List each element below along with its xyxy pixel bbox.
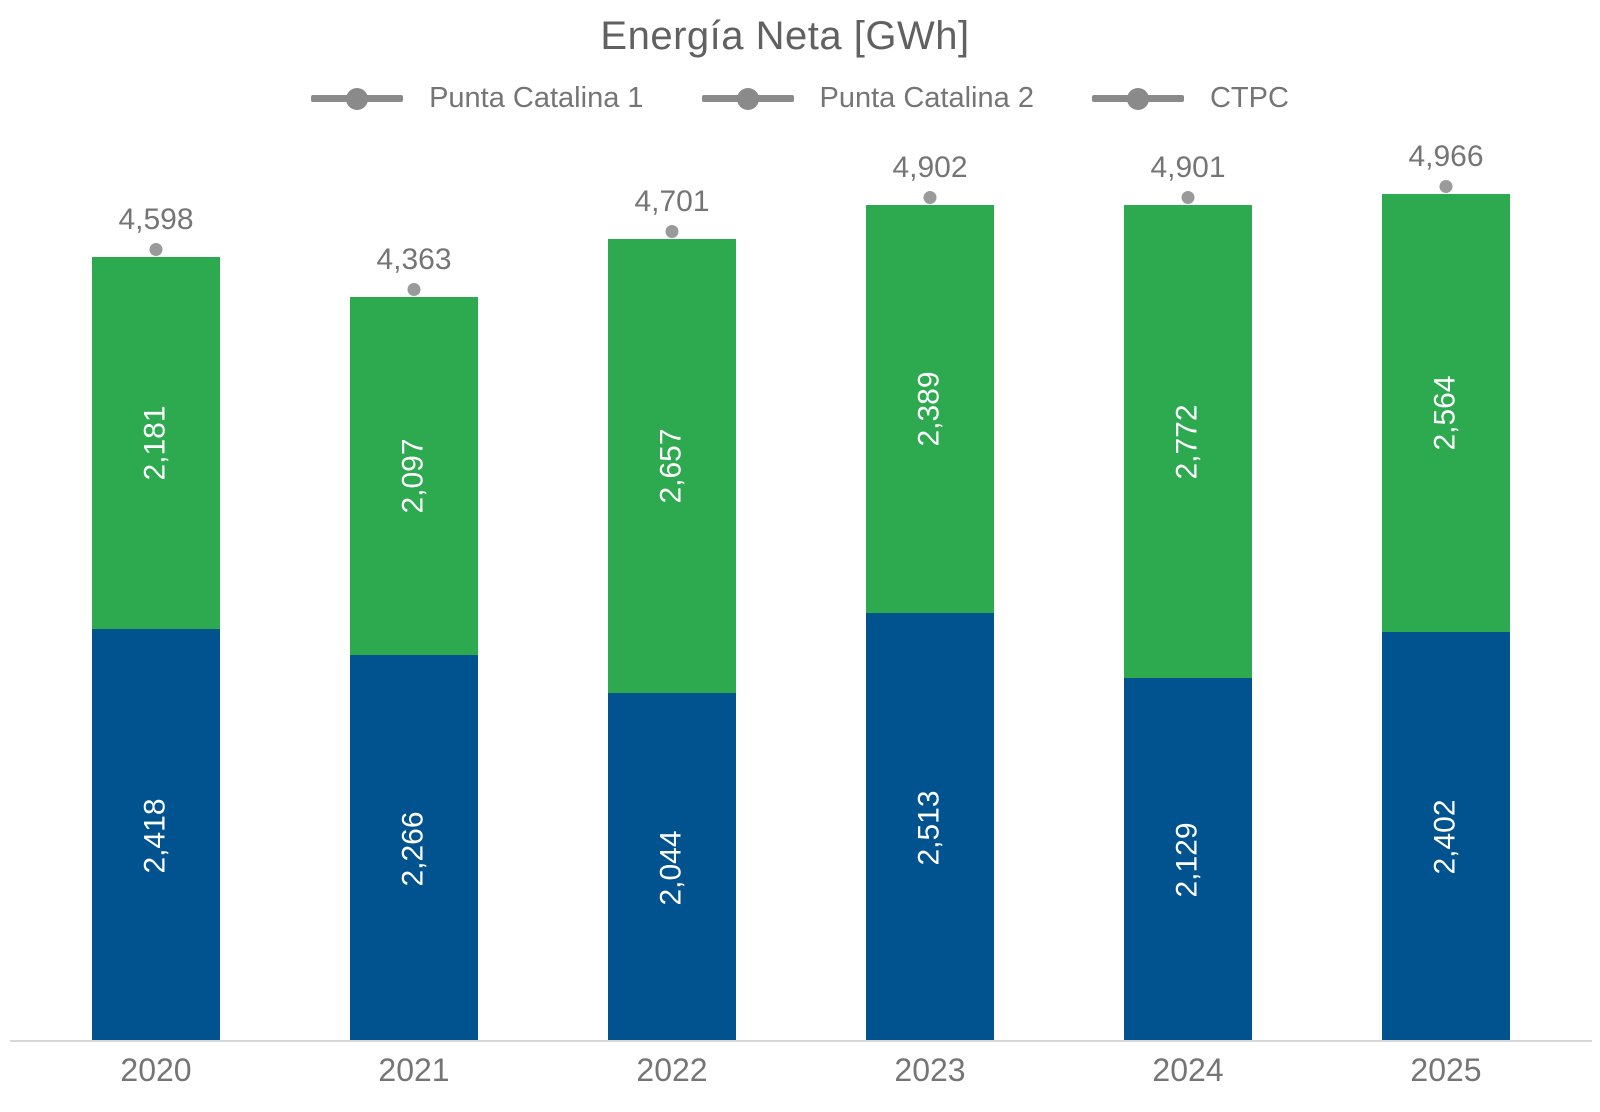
legend-line-dot-icon — [311, 87, 404, 110]
x-axis-label-2024: 2024 — [1152, 1052, 1224, 1088]
segment-value-label: 2,129 — [1170, 822, 1204, 898]
bar-column-2022: 2,657 2,044 4,701 — [543, 130, 801, 1042]
ctpc-total-value-label: 4,901 — [1150, 151, 1226, 184]
bar-column-2023: 2,389 2,513 4,902 — [801, 130, 1059, 1042]
segment-value-label: 2,044 — [654, 829, 688, 906]
ctpc-total-marker-dot — [149, 243, 163, 256]
ctpc-total-marker-dot — [1439, 180, 1453, 193]
bar-column-2025: 2,564 2,402 4,966 — [1317, 130, 1575, 1042]
bar-segment-punta-catalina-1: 2,513 — [866, 613, 994, 1042]
x-axis-label-2023: 2023 — [894, 1052, 966, 1088]
ctpc-total-value-label: 4,966 — [1408, 140, 1484, 173]
bar-stack: 2,097 2,266 — [350, 297, 478, 1042]
bar-segment-punta-catalina-2: 2,181 — [92, 257, 220, 629]
bar-segment-punta-catalina-1: 2,129 — [1124, 678, 1252, 1042]
x-axis-label-2022: 2022 — [636, 1052, 708, 1088]
bar-segment-punta-catalina-2: 2,772 — [1124, 205, 1252, 678]
segment-value-label: 2,402 — [1428, 799, 1462, 875]
ctpc-total-marker-dot — [1181, 191, 1195, 204]
segment-value-label: 2,097 — [396, 438, 430, 514]
bar-segment-punta-catalina-1: 2,418 — [92, 629, 220, 1042]
ctpc-total-marker-dot — [407, 283, 421, 296]
bar-segment-punta-catalina-1: 2,402 — [1382, 632, 1510, 1042]
ctpc-total-value-label: 4,598 — [118, 203, 194, 236]
bar-stack: 2,564 2,402 — [1382, 194, 1510, 1042]
segment-value-label: 2,418 — [138, 797, 172, 874]
segment-value-label: 2,513 — [912, 789, 946, 866]
bar-segment-punta-catalina-2: 2,564 — [1382, 194, 1510, 632]
legend-label: Punta Catalina 2 — [819, 82, 1034, 114]
legend-item-ctpc[interactable]: CTPC — [1091, 82, 1289, 115]
legend-item-punta-catalina-1[interactable]: Punta Catalina 1 — [311, 82, 644, 115]
x-axis-label-2025: 2025 — [1410, 1052, 1482, 1088]
ctpc-total-value-label: 4,363 — [376, 243, 452, 276]
x-axis-labels: 2020 2021 2022 2023 2024 2025 — [27, 1052, 1575, 1089]
ctpc-total-marker-dot — [923, 191, 937, 204]
bar-segment-punta-catalina-2: 2,389 — [866, 205, 994, 613]
bar-column-2021: 2,097 2,266 4,363 — [285, 130, 543, 1042]
bar-column-2020: 2,181 2,418 4,598 — [27, 130, 285, 1042]
bar-stack: 2,657 2,044 — [608, 239, 736, 1042]
legend-line-dot-icon — [701, 87, 794, 110]
segment-value-label: 2,564 — [1428, 375, 1462, 451]
segment-value-label: 2,181 — [138, 405, 172, 481]
legend-label: Punta Catalina 1 — [429, 82, 644, 114]
ctpc-total-value-label: 4,701 — [634, 185, 710, 218]
legend-item-punta-catalina-2[interactable]: Punta Catalina 2 — [701, 82, 1034, 115]
ctpc-total-value-label: 4,902 — [892, 151, 968, 184]
plot-area: 2,181 2,418 4,598 2,097 2,266 4,363 2,657 2,044… — [27, 130, 1575, 1042]
ctpc-total-marker-dot — [665, 225, 679, 238]
x-axis-line — [10, 1040, 1592, 1042]
bar-column-2024: 2,772 2,129 4,901 — [1059, 130, 1317, 1042]
segment-value-label: 2,772 — [1170, 403, 1204, 480]
chart-title: Energía Neta [GWh] — [600, 14, 970, 58]
x-axis-label-2021: 2021 — [378, 1052, 450, 1088]
legend-line-dot-icon — [1091, 87, 1184, 110]
legend-label: CTPC — [1209, 82, 1289, 114]
bar-stack: 2,389 2,513 — [866, 205, 994, 1042]
bar-stack: 2,772 2,129 — [1124, 205, 1252, 1042]
bar-segment-punta-catalina-1: 2,266 — [350, 655, 478, 1042]
bar-segment-punta-catalina-2: 2,097 — [350, 297, 478, 655]
segment-value-label: 2,266 — [396, 810, 430, 887]
bar-segment-punta-catalina-2: 2,657 — [608, 239, 736, 693]
bar-stack: 2,181 2,418 — [92, 257, 220, 1042]
x-axis-label-2020: 2020 — [120, 1052, 192, 1088]
bar-segment-punta-catalina-1: 2,044 — [608, 693, 736, 1042]
legend: Punta Catalina 1 Punta Catalina 2 CTPC — [0, 82, 1600, 115]
segment-value-label: 2,389 — [912, 371, 946, 447]
segment-value-label: 2,657 — [654, 428, 688, 504]
